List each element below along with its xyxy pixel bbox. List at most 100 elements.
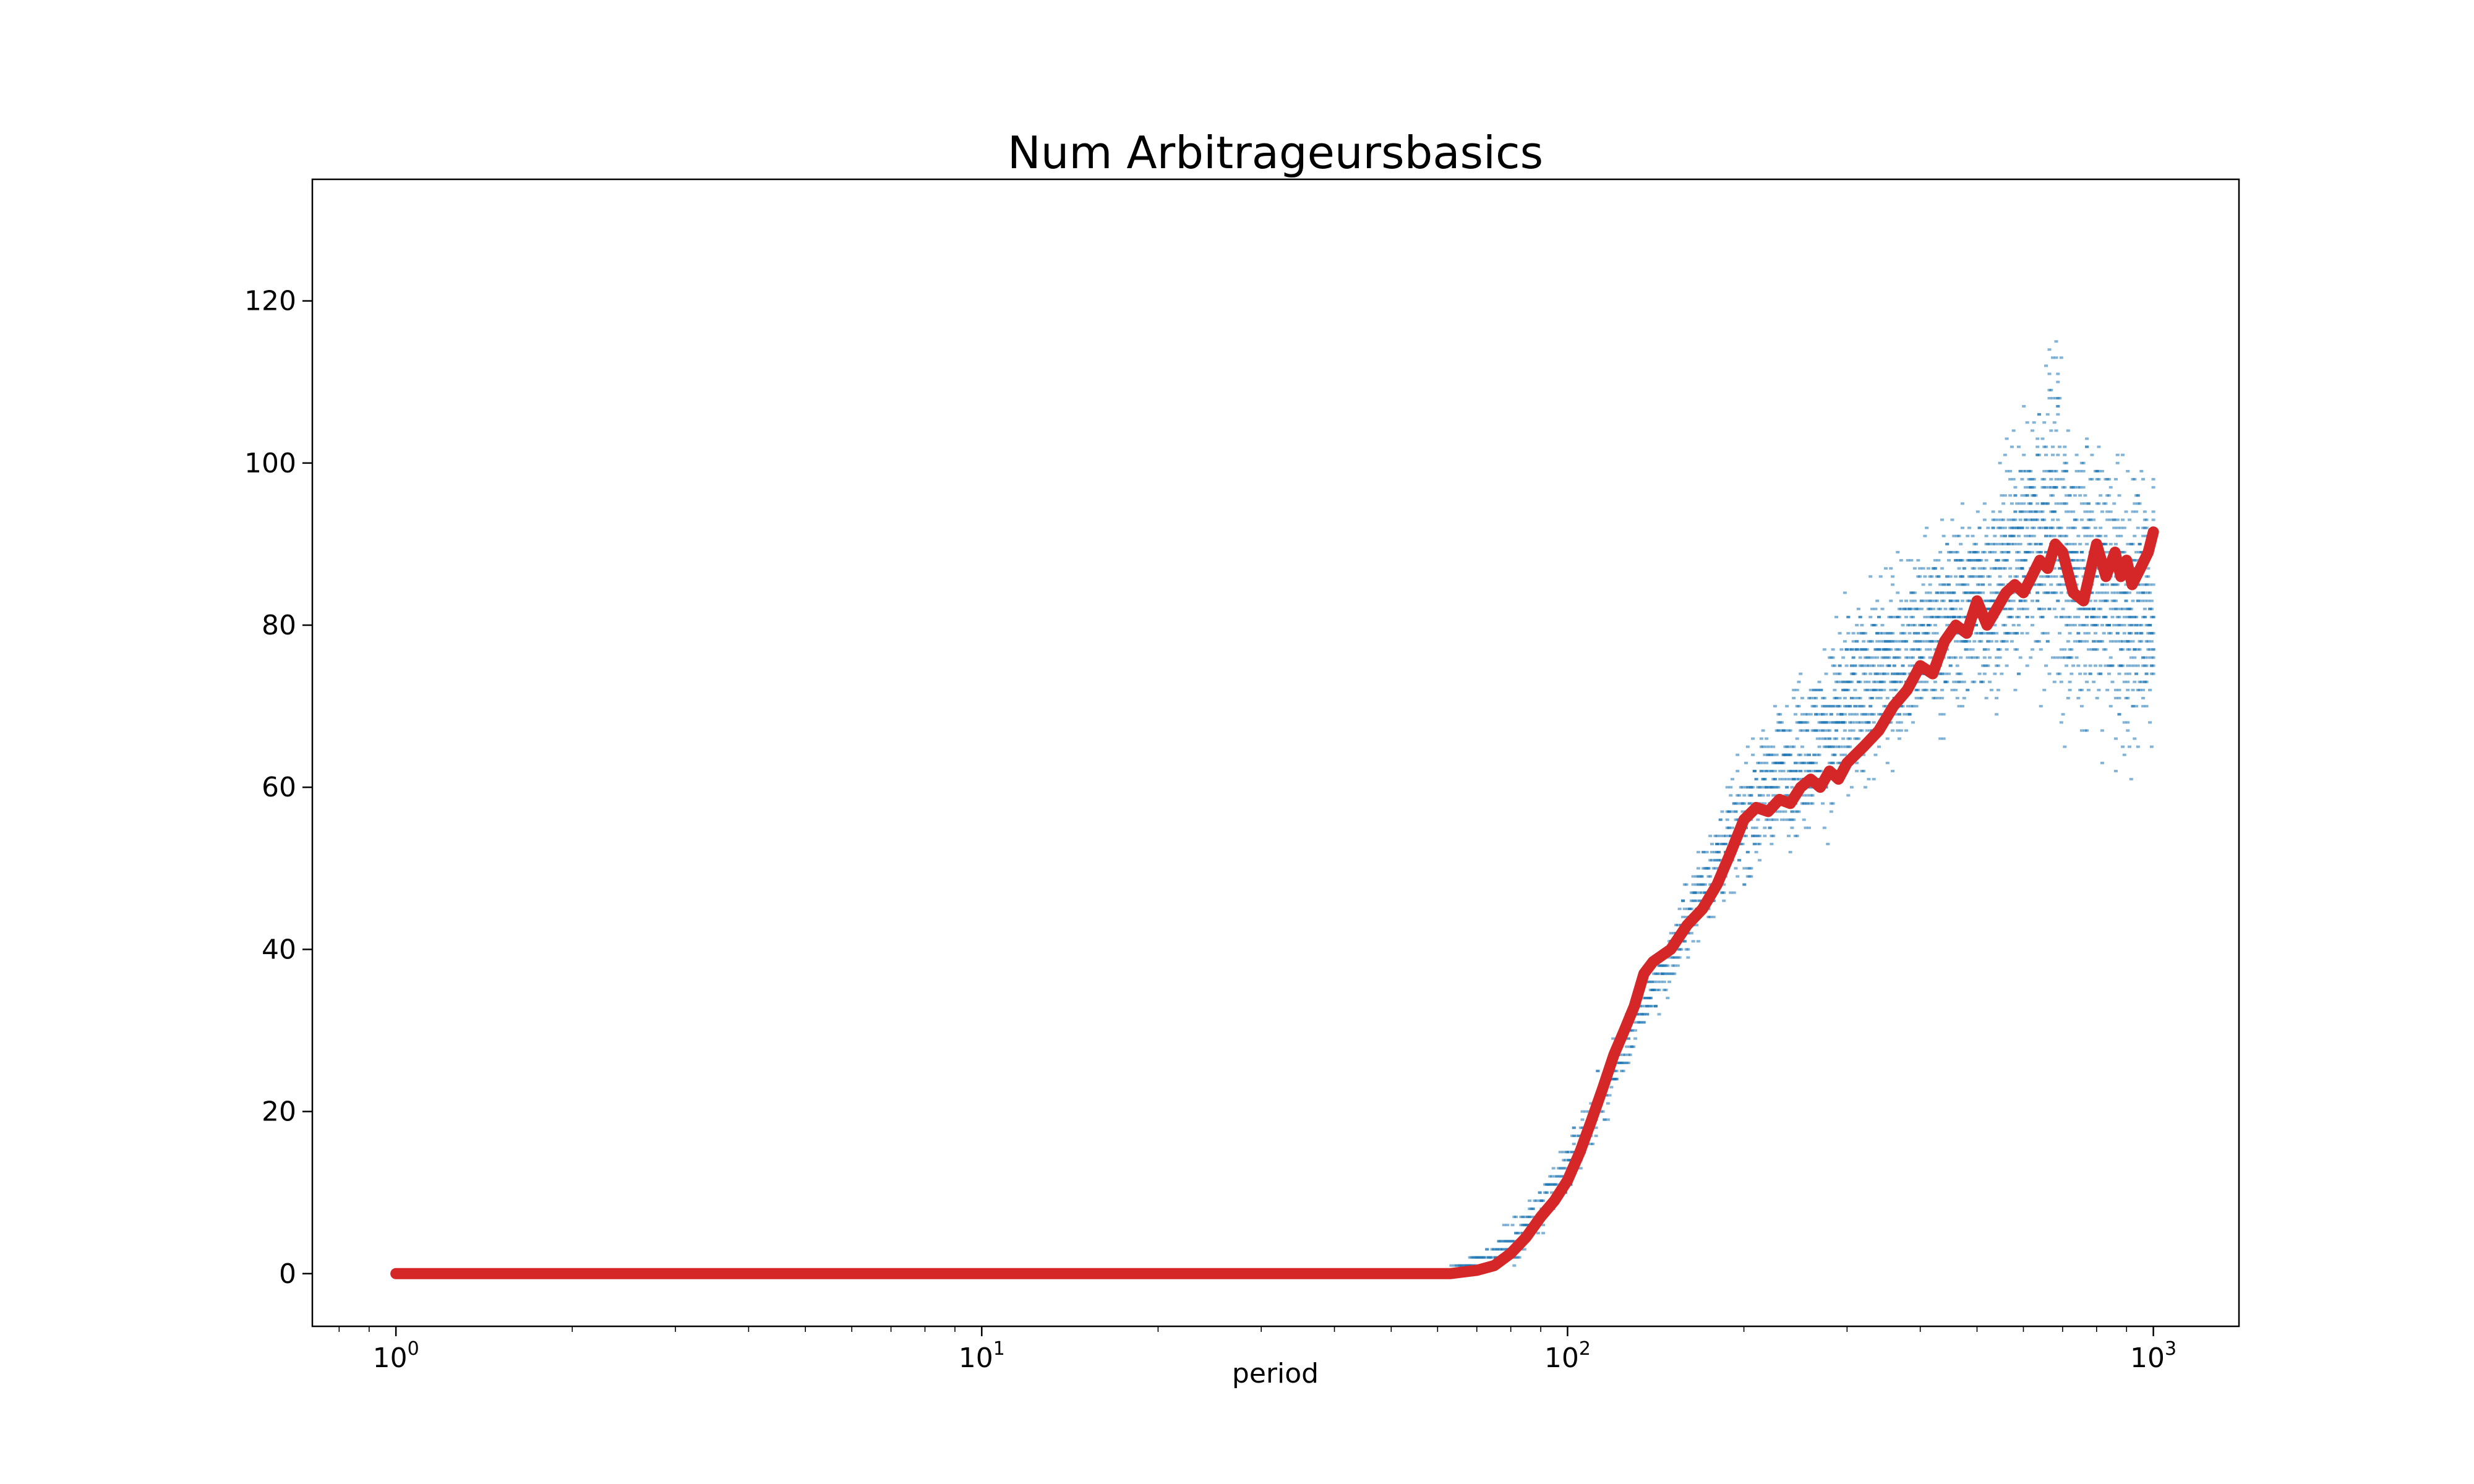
scatter-point bbox=[2074, 551, 2079, 554]
y-tick-label: 80 bbox=[262, 610, 296, 641]
scatter-point bbox=[1957, 567, 1961, 570]
scatter-point bbox=[1952, 534, 1956, 537]
scatter-point bbox=[1988, 680, 1992, 683]
scatter-point bbox=[1975, 510, 1980, 513]
scatter-point bbox=[2042, 583, 2047, 586]
scatter-point bbox=[1793, 713, 1797, 716]
scatter-point bbox=[2073, 640, 2077, 643]
scatter-point bbox=[2097, 502, 2101, 505]
scatter-point bbox=[1826, 842, 1830, 845]
scatter-point bbox=[1986, 648, 1990, 651]
scatter-point bbox=[1841, 745, 1846, 748]
scatter-point bbox=[1828, 737, 1832, 740]
scatter-point bbox=[2120, 453, 2125, 456]
scatter-point bbox=[1788, 851, 1792, 854]
scatter-point bbox=[1609, 1086, 1614, 1089]
scatter-point bbox=[2039, 526, 2043, 529]
scatter-point bbox=[2042, 478, 2047, 481]
scatter-point bbox=[1718, 859, 1723, 862]
scatter-point bbox=[1898, 672, 1902, 675]
scatter-point bbox=[1833, 672, 1837, 675]
scatter-point bbox=[2078, 542, 2082, 545]
scatter-point bbox=[2107, 478, 2111, 481]
scatter-point bbox=[1698, 899, 1702, 902]
scatter-point bbox=[2144, 664, 2149, 667]
scatter-point bbox=[2054, 478, 2058, 481]
scatter-point bbox=[1955, 583, 1959, 586]
scatter-point bbox=[1853, 664, 1857, 667]
scatter-point bbox=[2011, 526, 2016, 529]
scatter-point bbox=[2030, 599, 2034, 602]
scatter-point bbox=[1633, 1037, 1637, 1040]
scatter-point bbox=[1921, 583, 1925, 586]
scatter-point bbox=[2099, 664, 2103, 667]
scatter-point bbox=[1572, 1143, 1576, 1146]
scatter-point bbox=[1979, 640, 1984, 643]
scatter-point bbox=[2059, 615, 2063, 618]
scatter-point bbox=[2032, 421, 2036, 424]
scatter-point bbox=[1822, 826, 1826, 829]
scatter-point bbox=[1955, 551, 1959, 554]
scatter-point bbox=[1747, 802, 1752, 805]
scatter-point bbox=[2066, 526, 2070, 529]
scatter-point bbox=[1805, 721, 1810, 724]
scatter-point bbox=[2083, 494, 2087, 497]
scatter-point bbox=[1941, 713, 1946, 716]
scatter-point bbox=[1911, 656, 1915, 659]
scatter-point bbox=[1928, 624, 1932, 627]
scatter-point bbox=[1940, 697, 1944, 700]
scatter-point bbox=[1686, 948, 1690, 951]
scatter-point bbox=[1889, 567, 1893, 570]
scatter-point bbox=[1797, 680, 1801, 683]
scatter-point bbox=[2032, 526, 2036, 529]
scatter-point bbox=[1972, 575, 1977, 578]
scatter-point bbox=[1856, 632, 1860, 635]
scatter-point bbox=[1930, 575, 1934, 578]
scatter-point bbox=[2059, 583, 2063, 586]
scatter-point bbox=[2016, 615, 2021, 618]
scatter-point bbox=[1696, 867, 1700, 870]
scatter-point bbox=[2016, 534, 2021, 537]
scatter-point bbox=[1655, 980, 1659, 983]
scatter-point bbox=[2146, 575, 2151, 578]
y-tick-label: 40 bbox=[262, 934, 296, 965]
scatter-point bbox=[1740, 810, 1745, 813]
scatter-point bbox=[1966, 534, 1970, 537]
scatter-point bbox=[2099, 607, 2103, 610]
scatter-point bbox=[1950, 551, 1954, 554]
scatter-point bbox=[1957, 534, 1961, 537]
scatter-point bbox=[1898, 615, 1902, 618]
scatter-point bbox=[1664, 988, 1668, 991]
scatter-point bbox=[1711, 915, 1716, 918]
scatter-point bbox=[2044, 453, 2048, 456]
scatter-point bbox=[2020, 494, 2024, 497]
scatter-point bbox=[2139, 469, 2144, 472]
scatter-point bbox=[1623, 1053, 1627, 1056]
scatter-point bbox=[2040, 510, 2045, 513]
scatter-point bbox=[1928, 648, 1932, 651]
scatter-point bbox=[2120, 607, 2125, 610]
scatter-point bbox=[2029, 542, 2033, 545]
scatter-point bbox=[2013, 518, 2018, 521]
scatter-point bbox=[2113, 591, 2118, 594]
scatter-point bbox=[2108, 640, 2113, 643]
scatter-point bbox=[1596, 1070, 1600, 1073]
scatter-point bbox=[1991, 526, 1995, 529]
scatter-point bbox=[1904, 729, 1909, 732]
scatter-point bbox=[2086, 502, 2091, 505]
scatter-point bbox=[2052, 510, 2057, 513]
scatter-point bbox=[1752, 769, 1757, 772]
scatter-point bbox=[1500, 1248, 1505, 1251]
scatter-point bbox=[2029, 469, 2033, 472]
scatter-point bbox=[1797, 778, 1801, 781]
scatter-point bbox=[2112, 624, 2117, 627]
scatter-point bbox=[1773, 778, 1777, 781]
scatter-point bbox=[1918, 680, 1922, 683]
scatter-point bbox=[1570, 1151, 1574, 1154]
scatter-point bbox=[2059, 591, 2063, 594]
scatter-point bbox=[2081, 640, 2086, 643]
scatter-point bbox=[1986, 664, 1990, 667]
scatter-point bbox=[1998, 567, 2002, 570]
scatter-point bbox=[2001, 542, 2006, 545]
scatter-point bbox=[1868, 656, 1873, 659]
